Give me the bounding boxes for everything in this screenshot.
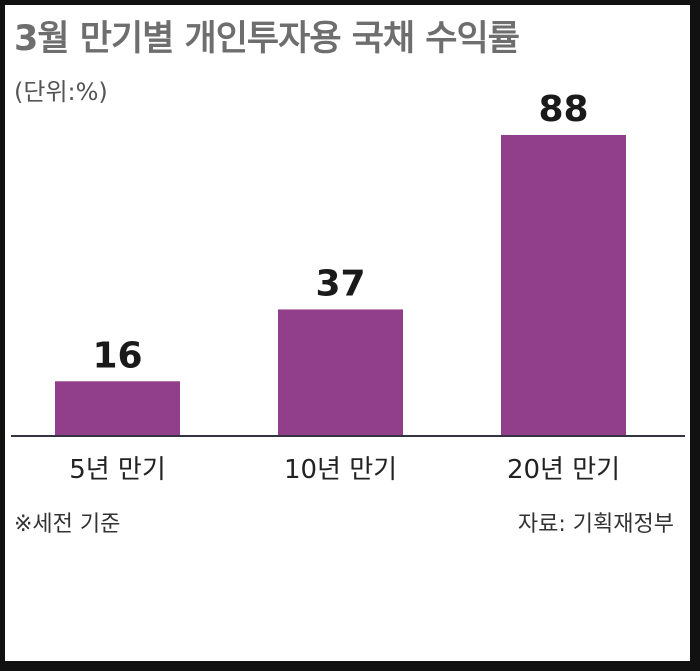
bar-2 <box>278 309 403 436</box>
unit-label: (단위:%) <box>14 78 108 106</box>
category-label-2: 10년 만기 <box>284 455 397 485</box>
labels-group: 16 5년 만기 37 10년 만기 88 20년 만기 <box>69 89 620 485</box>
bars-group <box>55 135 626 436</box>
category-label-3: 20년 만기 <box>507 455 620 485</box>
footnote: ※세전 기준 <box>14 512 121 537</box>
bar-1 <box>55 381 180 436</box>
chart-title: 3월 만기별 개인투자용 국채 수익률 <box>14 19 520 59</box>
value-label-1: 16 <box>92 335 142 376</box>
category-label-1: 5년 만기 <box>69 455 166 485</box>
value-label-2: 37 <box>315 263 365 304</box>
source-credit: 자료: 기획재정부 <box>517 512 674 537</box>
bar-3 <box>501 135 626 436</box>
value-label-3: 88 <box>538 89 588 130</box>
